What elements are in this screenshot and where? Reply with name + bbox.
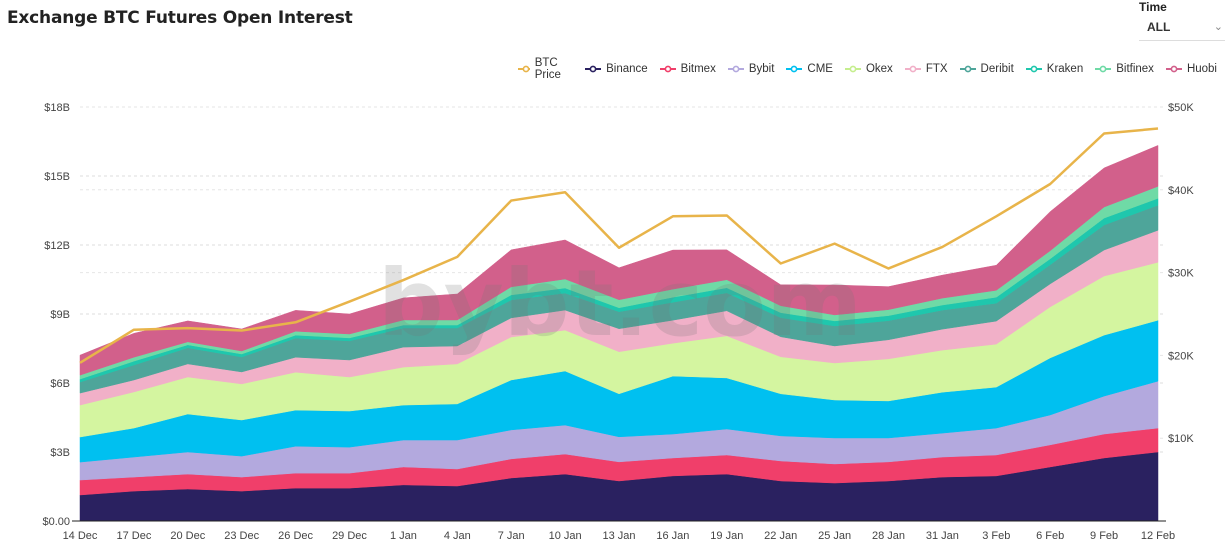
legend-item-btc-price[interactable]: BTC Price (518, 57, 573, 81)
x-tick-label: 31 Jan (926, 530, 959, 542)
legend-marker-icon (1095, 65, 1112, 73)
time-select-value: ALL (1147, 20, 1171, 34)
y-right-tick-label: $30K (1168, 268, 1194, 280)
legend-item-bitmex[interactable]: Bitmex (659, 57, 716, 81)
legend-marker-icon (1165, 65, 1182, 73)
legend-item-bybit[interactable]: Bybit (727, 57, 775, 81)
legend-label: Okex (865, 63, 893, 75)
legend-marker-icon (786, 65, 803, 73)
x-tick-label: 25 Jan (818, 530, 851, 542)
axes: $0.00 $3B $6B $9B $12B $15B $18B $10K $20K $30K $4… (42, 102, 1194, 542)
legend-item-huobi[interactable]: Huobi (1165, 57, 1217, 81)
x-tick-label: 23 Dec (224, 530, 259, 542)
time-filter-label: Time (1139, 0, 1167, 14)
legend-label: Bybit (748, 63, 775, 75)
x-tick-label: 19 Jan (710, 530, 743, 542)
x-tick-label: 7 Jan (498, 530, 525, 542)
x-tick-label: 4 Jan (444, 530, 471, 542)
legend-marker-icon (727, 65, 744, 73)
legend-label: Bitmex (680, 63, 716, 75)
legend-marker-icon (904, 65, 921, 73)
x-tick-label: 1 Jan (390, 530, 417, 542)
x-tick-label: 13 Jan (602, 530, 635, 542)
y-right-tick-label: $40K (1168, 185, 1194, 197)
y-left-tick-label: $0.00 (42, 516, 70, 528)
legend-label: Bitfinex (1116, 63, 1154, 75)
legend-label: BTC Price (534, 57, 561, 81)
legend-label: Huobi (1186, 63, 1217, 75)
y-left-tick-label: $12B (44, 240, 70, 252)
x-tick-label: 3 Feb (982, 530, 1010, 542)
x-tick-label: 14 Dec (63, 530, 98, 542)
watermark-text: bybt.com (378, 250, 862, 357)
time-select-dropdown[interactable]: ALL ⌄ (1139, 18, 1225, 41)
x-tick-label: 17 Dec (116, 530, 151, 542)
legend-marker-icon (659, 65, 676, 73)
x-tick-label: 29 Dec (332, 530, 367, 542)
x-tick-label: 9 Feb (1090, 530, 1118, 542)
y-left-tick-label: $6B (50, 378, 70, 390)
area-huobi (79, 145, 1159, 376)
price-line (79, 127, 1159, 364)
legend-label: Deribit (980, 63, 1014, 75)
legend-item-cme[interactable]: CME (786, 57, 833, 81)
x-tick-label: 6 Feb (1036, 530, 1064, 542)
y-right-tick-label: $10K (1168, 433, 1194, 445)
chevron-down-icon: ⌄ (1213, 20, 1223, 33)
legend-marker-icon (518, 65, 530, 73)
x-tick-label: 12 Feb (1141, 530, 1175, 542)
y-left-tick-label: $18B (44, 102, 70, 114)
x-tick-label: 10 Jan (549, 530, 582, 542)
x-tick-label: 28 Jan (872, 530, 905, 542)
legend-item-kraken[interactable]: Kraken (1025, 57, 1084, 81)
y-right-tick-label: $50K (1168, 102, 1194, 114)
legend-label: FTX (925, 63, 948, 75)
y-left-tick-label: $3B (50, 447, 70, 459)
legend-item-okex[interactable]: Okex (844, 57, 893, 81)
line-btc-price (79, 127, 1159, 364)
y-right-tick-label: $20K (1168, 350, 1194, 362)
legend-marker-icon (844, 65, 861, 73)
x-tick-label: 16 Jan (656, 530, 689, 542)
legend-label: Binance (606, 63, 648, 75)
watermark: bybt.com (378, 250, 862, 357)
chart-legend: BTC Price Binance Bitmex Bybit CME Okex FTX Der… (518, 57, 1229, 81)
y-left-tick-label: $9B (50, 309, 70, 321)
y-left-tick-label: $15B (44, 171, 70, 183)
legend-marker-icon (585, 65, 602, 73)
legend-item-ftx[interactable]: FTX (904, 57, 948, 81)
x-tick-label: 20 Dec (170, 530, 205, 542)
legend-item-bitfinex[interactable]: Bitfinex (1095, 57, 1154, 81)
x-tick-label: 22 Jan (764, 530, 797, 542)
legend-item-deribit[interactable]: Deribit (959, 57, 1014, 81)
legend-marker-icon (1025, 65, 1042, 73)
chart-title: Exchange BTC Futures Open Interest (7, 8, 353, 28)
legend-label: Kraken (1046, 63, 1084, 75)
legend-label: CME (807, 63, 833, 75)
legend-item-binance[interactable]: Binance (585, 57, 648, 81)
time-filter: Time ALL ⌄ (1139, 0, 1229, 41)
stacked-areas (79, 145, 1159, 522)
x-tick-label: 26 Dec (278, 530, 313, 542)
legend-marker-icon (959, 65, 976, 73)
